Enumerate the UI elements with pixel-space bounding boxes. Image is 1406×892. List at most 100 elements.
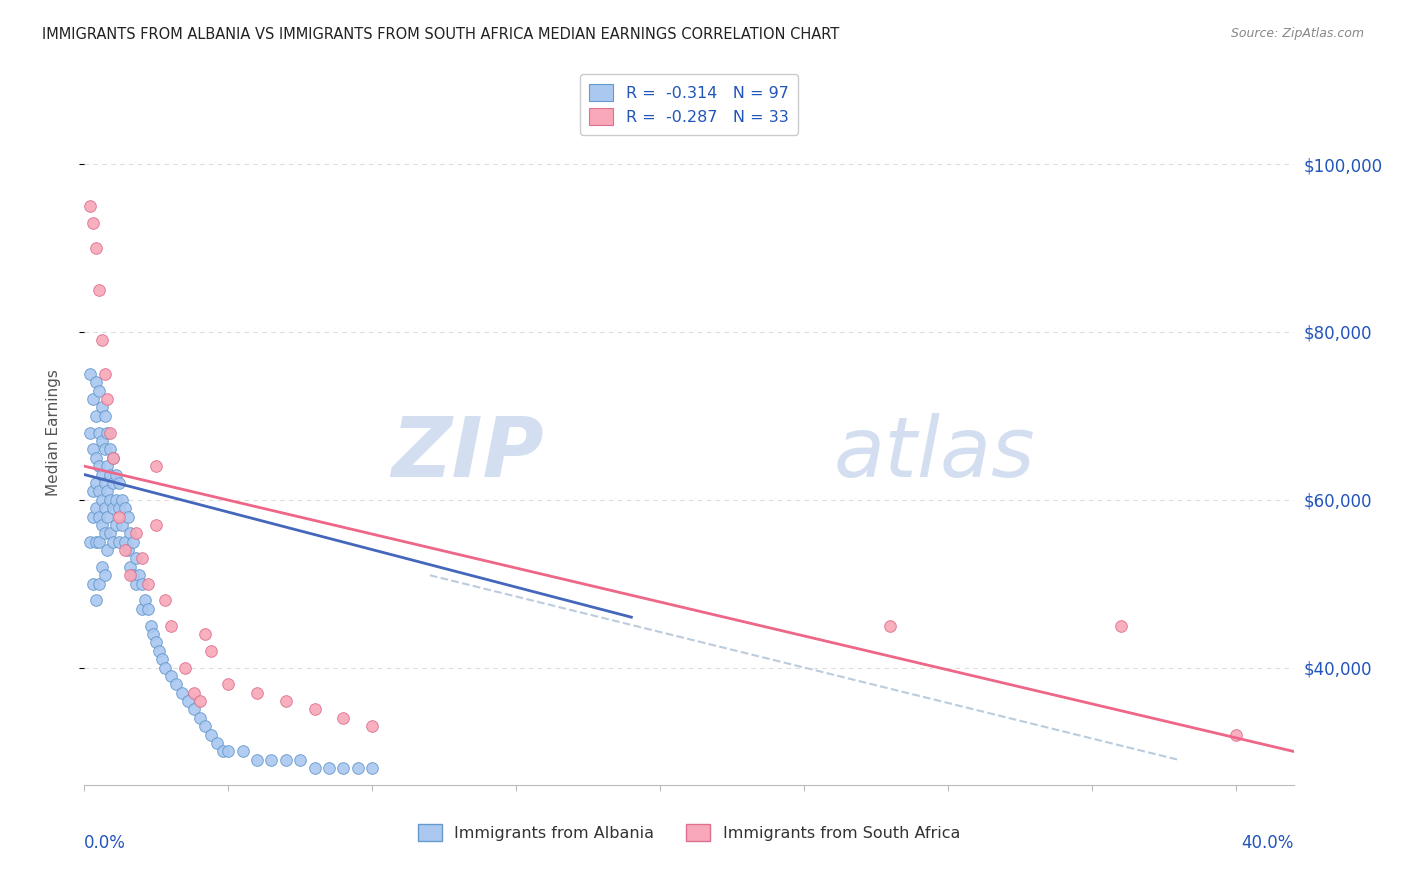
Point — [90, 334, 112, 348]
Point — [879, 618, 901, 632]
Point — [101, 450, 124, 465]
Point — [136, 601, 159, 615]
Point — [194, 627, 217, 641]
Point — [125, 576, 148, 591]
Point — [114, 534, 136, 549]
Point — [139, 618, 162, 632]
Point — [117, 509, 139, 524]
Point — [96, 459, 118, 474]
Point — [183, 686, 205, 700]
Point — [98, 425, 121, 440]
Point — [194, 719, 217, 733]
Point — [188, 694, 211, 708]
Point — [1109, 618, 1132, 632]
Point — [153, 593, 176, 607]
Point — [108, 501, 131, 516]
Point — [87, 283, 110, 297]
Point — [105, 467, 128, 482]
Point — [90, 401, 112, 415]
Point — [111, 492, 134, 507]
Point — [183, 702, 205, 716]
Point — [260, 753, 283, 767]
Point — [246, 686, 269, 700]
Point — [290, 753, 312, 767]
Point — [108, 509, 131, 524]
Point — [82, 392, 104, 406]
Point — [111, 517, 134, 532]
Point — [90, 492, 112, 507]
Point — [172, 686, 194, 700]
Point — [101, 450, 124, 465]
Point — [274, 753, 297, 767]
Point — [131, 551, 153, 566]
Point — [274, 694, 297, 708]
Point — [150, 652, 173, 666]
Point — [93, 367, 115, 381]
Point — [122, 534, 145, 549]
Point — [122, 568, 145, 582]
Point — [93, 475, 115, 490]
Point — [82, 576, 104, 591]
Point — [145, 517, 167, 532]
Point — [101, 534, 124, 549]
Point — [79, 199, 101, 213]
Point — [145, 635, 167, 649]
Point — [87, 384, 110, 398]
Point — [93, 409, 115, 423]
Point — [82, 509, 104, 524]
Point — [96, 484, 118, 499]
Point — [105, 517, 128, 532]
Point — [96, 392, 118, 406]
Point — [82, 442, 104, 457]
Point — [84, 376, 107, 390]
Point — [90, 559, 112, 574]
Text: ZIP: ZIP — [391, 413, 544, 494]
Point — [108, 534, 131, 549]
Point — [84, 534, 107, 549]
Point — [96, 425, 118, 440]
Point — [125, 526, 148, 541]
Point — [304, 761, 326, 775]
Point — [84, 241, 107, 255]
Point — [142, 627, 165, 641]
Point — [217, 744, 239, 758]
Point — [332, 711, 354, 725]
Point — [131, 576, 153, 591]
Point — [84, 501, 107, 516]
Point — [200, 728, 222, 742]
Point — [96, 543, 118, 558]
Point — [79, 425, 101, 440]
Point — [98, 526, 121, 541]
Point — [120, 559, 142, 574]
Point — [87, 459, 110, 474]
Point — [332, 761, 354, 775]
Point — [114, 543, 136, 558]
Point — [93, 526, 115, 541]
Point — [120, 568, 142, 582]
Point — [361, 719, 384, 733]
Point — [361, 761, 384, 775]
Point — [148, 644, 170, 658]
Point — [84, 450, 107, 465]
Point — [217, 677, 239, 691]
Point — [84, 409, 107, 423]
Text: Source: ZipAtlas.com: Source: ZipAtlas.com — [1230, 27, 1364, 40]
Point — [205, 736, 228, 750]
Legend: Immigrants from Albania, Immigrants from South Africa: Immigrants from Albania, Immigrants from… — [411, 817, 967, 847]
Point — [128, 568, 150, 582]
Point — [153, 660, 176, 674]
Point — [166, 677, 188, 691]
Point — [131, 601, 153, 615]
Point — [1225, 728, 1247, 742]
Point — [211, 744, 233, 758]
Point — [82, 484, 104, 499]
Point — [93, 568, 115, 582]
Point — [98, 467, 121, 482]
Point — [87, 484, 110, 499]
Point — [318, 761, 340, 775]
Point — [134, 593, 156, 607]
Point — [98, 492, 121, 507]
Point — [108, 475, 131, 490]
Point — [117, 543, 139, 558]
Text: 40.0%: 40.0% — [1241, 834, 1294, 852]
